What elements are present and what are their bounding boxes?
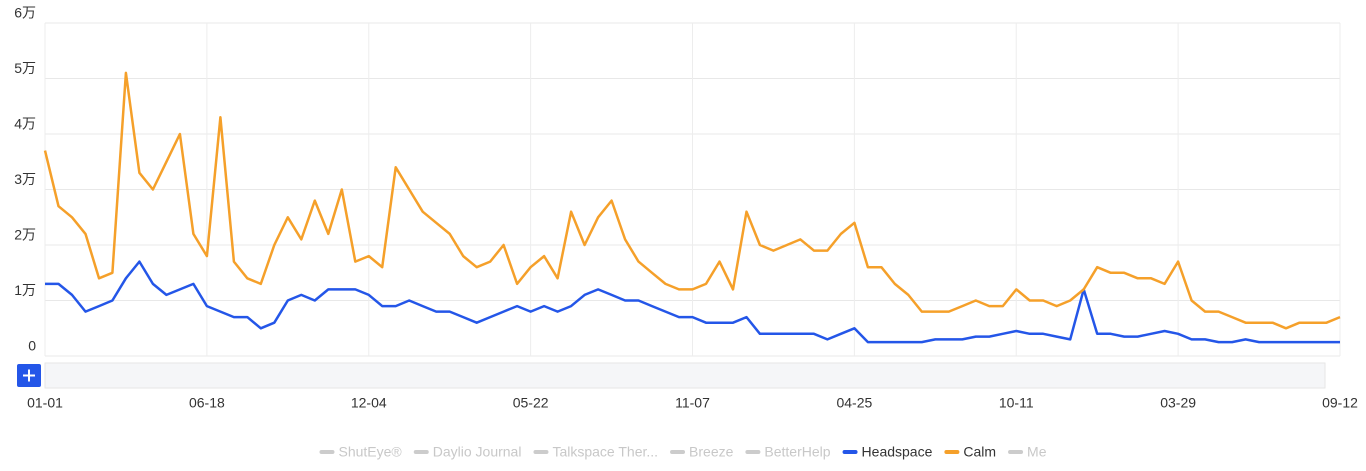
legend-label: Daylio Journal <box>433 444 522 460</box>
legend-marker <box>745 450 761 454</box>
legend-label: Talkspace Ther... <box>552 444 658 460</box>
x-tick-label: 10-11 <box>999 395 1034 411</box>
x-tick-label: 12-04 <box>351 395 387 411</box>
zoom-button[interactable] <box>17 364 41 387</box>
legend-item[interactable]: Headspace <box>842 444 933 460</box>
y-tick-label: 0 <box>28 338 36 354</box>
y-tick-label: 4万 <box>14 116 36 132</box>
y-tick-label: 5万 <box>14 60 36 76</box>
legend-label: Calm <box>963 444 996 460</box>
legend-marker <box>319 450 335 454</box>
legend-item[interactable]: Talkspace Ther... <box>533 444 658 460</box>
legend-item[interactable]: Breeze <box>670 444 734 460</box>
legend-marker <box>413 450 429 454</box>
series-line <box>45 260 1340 344</box>
x-tick-label: 03-29 <box>1160 395 1196 411</box>
y-tick-label: 3万 <box>14 171 36 187</box>
y-tick-label: 1万 <box>14 282 36 298</box>
legend-label: Breeze <box>689 444 734 460</box>
legend-marker <box>533 450 549 454</box>
x-tick-label: 11-07 <box>675 395 710 411</box>
legend-item[interactable]: Daylio Journal <box>413 444 522 460</box>
x-tick-label: 09-12 <box>1322 395 1358 411</box>
legend-item[interactable]: Calm <box>944 444 996 460</box>
legend-item[interactable]: ShutEye® <box>319 444 402 460</box>
legend-marker <box>1008 450 1024 454</box>
y-tick-label: 2万 <box>14 227 36 243</box>
zoom-slider[interactable] <box>44 362 1326 389</box>
legend-item[interactable]: BetterHelp <box>745 444 831 460</box>
y-tick-label: 6万 <box>14 5 36 21</box>
x-tick-label: 01-01 <box>27 395 63 411</box>
x-tick-label: 06-18 <box>189 395 225 411</box>
legend-marker <box>842 450 858 454</box>
legend-label: ShutEye® <box>338 444 402 460</box>
legend-item[interactable]: Me <box>1008 444 1047 460</box>
x-tick-label: 04-25 <box>836 395 872 411</box>
legend-label: BetterHelp <box>764 444 830 460</box>
legend-label: Headspace <box>862 444 933 460</box>
legend-label: Me <box>1027 444 1047 460</box>
x-tick-label: 05-22 <box>513 395 549 411</box>
legend-marker <box>670 450 686 454</box>
legend-marker <box>944 450 960 454</box>
series-line <box>43 71 1341 330</box>
legend[interactable]: ShutEye® Daylio Journal Talkspace Ther... B… <box>319 444 1047 460</box>
